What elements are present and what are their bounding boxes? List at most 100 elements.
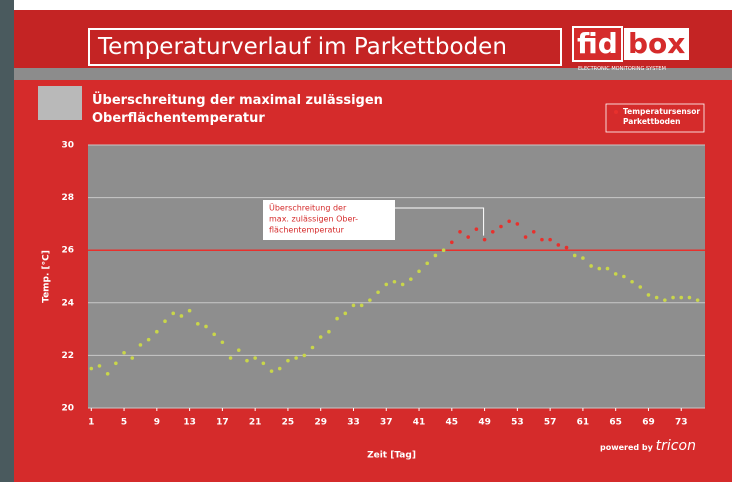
x-tick-label: 17: [216, 418, 229, 428]
data-point: [475, 227, 479, 231]
data-point: [663, 298, 667, 302]
data-point: [204, 325, 208, 329]
data-point: [171, 312, 175, 316]
data-point: [458, 230, 462, 234]
data-point: [483, 238, 487, 242]
data-point: [212, 333, 216, 337]
data-point: [630, 280, 634, 284]
data-point: [245, 359, 249, 363]
data-point: [417, 269, 421, 273]
data-point: [466, 235, 470, 239]
data-point: [696, 298, 700, 302]
plot-area: [88, 145, 705, 408]
data-point: [565, 246, 569, 250]
data-point: [319, 335, 323, 339]
data-point: [548, 238, 552, 242]
data-point: [278, 367, 282, 371]
chart: 20 22 24 26 28 30 1 5 9 13 17 21 25 29 33 37 41 45 49 53 57 6…: [0, 0, 732, 482]
data-point: [655, 296, 659, 300]
data-point: [360, 304, 364, 308]
x-tick-label: 5: [121, 418, 127, 428]
y-tick-label: 20: [61, 404, 74, 414]
data-point: [524, 235, 528, 239]
y-tick-label: 30: [61, 141, 74, 151]
data-point: [180, 314, 184, 318]
data-point: [343, 312, 347, 316]
data-point: [507, 219, 511, 223]
annotation-text: flächentemperatur: [269, 226, 345, 235]
data-point: [597, 267, 601, 271]
data-point: [532, 230, 536, 234]
y-tick-label: 28: [61, 193, 74, 203]
data-point: [499, 225, 503, 229]
data-point: [409, 277, 413, 281]
data-point: [647, 293, 651, 297]
data-point: [155, 330, 159, 334]
y-tick-label: 22: [61, 351, 74, 361]
data-point: [581, 256, 585, 260]
data-point: [270, 369, 274, 373]
data-point: [589, 264, 593, 268]
data-point: [606, 267, 610, 271]
data-point: [262, 361, 266, 365]
data-point: [442, 248, 446, 252]
x-tick-label: 29: [314, 418, 327, 428]
x-tick-label: 41: [413, 418, 426, 428]
x-tick-label: 37: [380, 418, 393, 428]
data-point: [638, 285, 642, 289]
data-point: [221, 340, 225, 344]
x-tick-label: 53: [511, 418, 524, 428]
data-point: [352, 304, 356, 308]
x-tick-label: 25: [282, 418, 295, 428]
x-tick-label: 61: [577, 418, 590, 428]
annotation-text: max. zulässigen Ober-: [269, 215, 358, 224]
y-tick-label: 26: [61, 246, 74, 256]
x-tick-label: 33: [347, 418, 360, 428]
data-point: [368, 298, 372, 302]
data-point: [491, 230, 495, 234]
x-tick-label: 45: [446, 418, 459, 428]
x-tick-label: 49: [478, 418, 491, 428]
data-point: [147, 338, 151, 342]
data-point: [335, 317, 339, 321]
data-point: [679, 296, 683, 300]
data-point: [434, 254, 438, 258]
data-point: [294, 356, 298, 360]
data-point: [188, 309, 192, 313]
legend-marker: [614, 110, 618, 114]
data-point: [450, 241, 454, 245]
x-tick-label: 13: [183, 418, 196, 428]
data-point: [122, 351, 126, 355]
x-tick-label: 21: [249, 418, 262, 428]
x-tick-label: 57: [544, 418, 557, 428]
x-axis-label: Zeit [Tag]: [367, 451, 416, 461]
data-point: [557, 243, 561, 247]
data-point: [196, 322, 200, 326]
legend-word: Parkettboden: [623, 117, 680, 126]
data-point: [393, 280, 397, 284]
data-point: [237, 348, 241, 352]
x-tick-label: 65: [609, 418, 622, 428]
legend-word: Temperatursensor: [623, 107, 703, 116]
data-point: [106, 372, 110, 376]
x-tick-label: 9: [154, 418, 160, 428]
x-tick-label: 69: [642, 418, 655, 428]
data-point: [311, 346, 315, 350]
data-point: [303, 354, 307, 358]
data-point: [253, 356, 257, 360]
annotation-text: Überschreitung der: [269, 203, 347, 213]
x-tick-label: 1: [88, 418, 94, 428]
data-point: [376, 290, 380, 294]
data-point: [286, 359, 290, 363]
y-tick-label: 24: [61, 298, 74, 308]
y-axis-label: Temp. [°C]: [42, 250, 52, 303]
data-point: [671, 296, 675, 300]
data-point: [573, 254, 577, 258]
data-point: [425, 262, 429, 266]
data-point: [130, 356, 134, 360]
data-point: [229, 356, 233, 360]
x-tick-label: 73: [675, 418, 688, 428]
data-point: [163, 319, 167, 323]
data-point: [614, 272, 618, 276]
data-point: [114, 361, 118, 365]
